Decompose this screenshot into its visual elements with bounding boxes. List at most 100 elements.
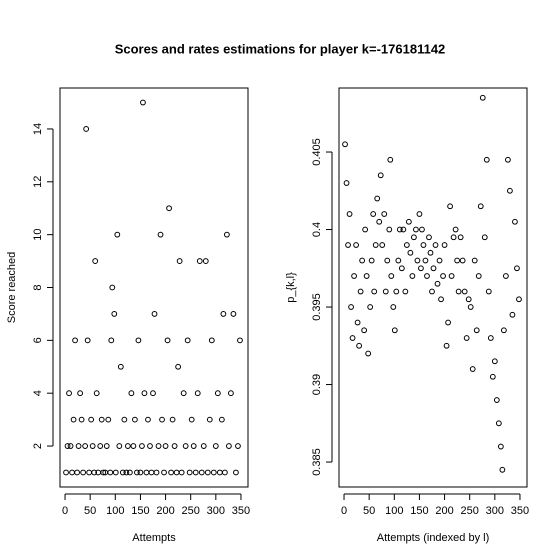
point [63,469,69,476]
y-tick-label: 2 [32,443,44,449]
point [514,265,520,272]
point [489,373,496,380]
point [359,257,366,264]
point [504,156,511,163]
y-axis-label: Score reached [6,252,18,324]
point [396,226,403,233]
point [429,288,435,295]
point [395,257,402,264]
point [192,469,199,476]
point [141,390,148,397]
point [74,469,80,476]
point [135,337,142,344]
point [175,363,182,370]
point [356,342,363,349]
point [370,211,377,217]
point [346,211,353,217]
point [169,416,176,423]
y-tick-label: 12 [32,176,44,188]
point [196,258,203,264]
point [200,443,207,449]
x-tick-label: 350 [232,505,250,517]
x-tick-label: 250 [182,505,200,517]
point [372,242,379,248]
point [459,257,466,264]
x-tick-label: 50 [363,505,375,517]
point [111,311,118,317]
point [161,469,167,476]
point [455,288,462,295]
point [379,242,386,248]
point [109,284,116,291]
point [349,335,356,341]
point [454,257,461,264]
x-tick-label: 100 [385,505,403,517]
point [441,242,448,248]
point [221,469,228,476]
point [342,141,348,148]
point [121,416,128,423]
x-tick-label: 100 [106,505,124,517]
y-tick-label: 0.385 [311,448,323,476]
point [134,469,140,476]
point [123,469,130,476]
point [382,288,389,295]
point [361,327,368,334]
point [345,242,351,248]
point [112,469,119,476]
point [422,257,429,264]
point [418,265,424,272]
point [139,443,145,449]
point [218,416,225,423]
point [384,257,391,264]
point [362,226,369,233]
point [448,273,455,279]
point [159,416,165,423]
y-tick-label: 0.4 [311,222,323,237]
point [70,416,77,423]
point [440,273,446,279]
point [493,397,500,403]
point [162,443,169,449]
point [376,218,383,225]
point [145,416,151,423]
point [72,337,78,344]
point [78,416,85,423]
x-tick-label: 250 [461,505,479,517]
y-tick-label: 0.405 [311,138,323,166]
point [407,249,414,256]
point [150,390,156,397]
point [198,469,205,476]
point [128,390,135,397]
point [400,226,407,233]
point [363,273,370,279]
point [438,296,444,303]
point [210,469,217,476]
point [432,242,439,248]
point [409,273,416,279]
point [131,416,138,423]
point [97,443,104,449]
point [353,242,359,248]
point [447,203,453,210]
point [443,342,450,349]
point [237,337,243,344]
point [206,416,213,423]
point [381,211,388,217]
point [164,337,171,344]
point [182,443,189,449]
point [467,304,474,310]
point [114,231,121,238]
point [479,94,486,101]
point [108,337,115,344]
point [434,280,441,287]
point [151,311,158,317]
point [457,234,464,241]
point [194,390,201,397]
x-tick-label: 0 [341,505,347,517]
y-tick-label: 14 [32,123,44,135]
point [436,257,443,264]
point [186,469,193,476]
point [387,156,394,163]
